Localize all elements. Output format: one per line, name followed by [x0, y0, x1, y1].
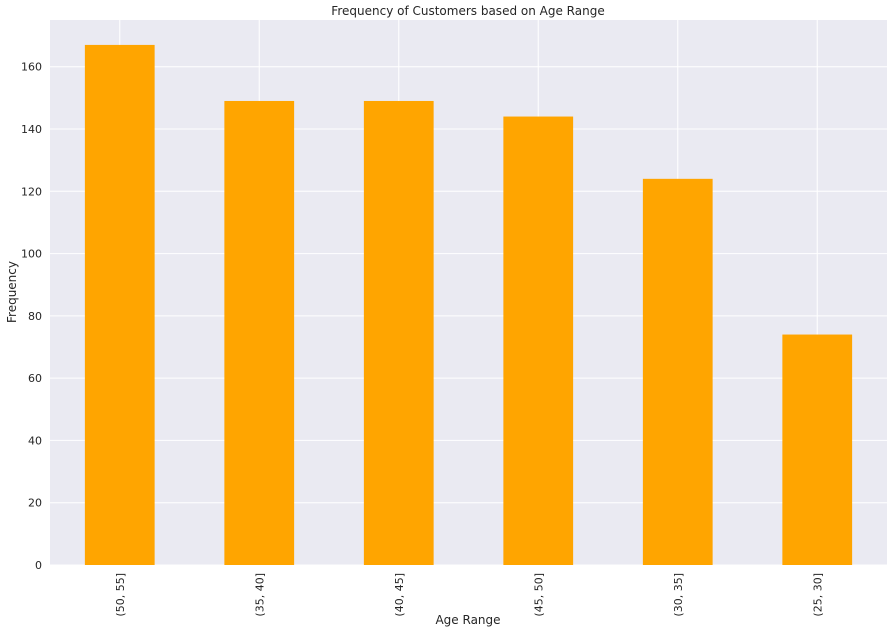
x-tick-label: (30, 35] [672, 573, 685, 617]
x-tick-label: (25, 30] [811, 573, 824, 617]
x-tick-label: (45, 50] [532, 573, 545, 617]
y-tick-label: 120 [21, 185, 42, 198]
y-axis-ticks: 0 20 40 60 80 100 120 140 160 [21, 61, 42, 572]
x-tick-label: (35, 40] [253, 573, 266, 617]
x-tick-label: (40, 45] [393, 573, 406, 617]
bar [642, 178, 713, 566]
chart-title: Frequency of Customers based on Age Rang… [331, 4, 604, 18]
bars [84, 44, 853, 566]
bar [84, 44, 155, 565]
bar [363, 100, 434, 565]
y-tick-label: 100 [21, 248, 42, 261]
y-tick-label: 140 [21, 123, 42, 136]
y-tick-label: 80 [28, 310, 42, 323]
plot-area [50, 20, 887, 565]
y-tick-label: 0 [35, 559, 42, 572]
y-tick-label: 20 [28, 497, 42, 510]
x-tick-label: (50, 55] [114, 573, 127, 617]
bar [782, 334, 853, 565]
x-axis-ticks: (50, 55] (35, 40] (40, 45] (45, 50] (30, 35]… [114, 573, 825, 617]
y-tick-label: 40 [28, 434, 42, 447]
y-axis-label: Frequency [5, 261, 19, 323]
y-tick-label: 160 [21, 61, 42, 74]
y-tick-label: 60 [28, 372, 42, 385]
x-axis-label: Age Range [435, 613, 500, 627]
bar [224, 100, 295, 565]
bar [503, 116, 574, 566]
